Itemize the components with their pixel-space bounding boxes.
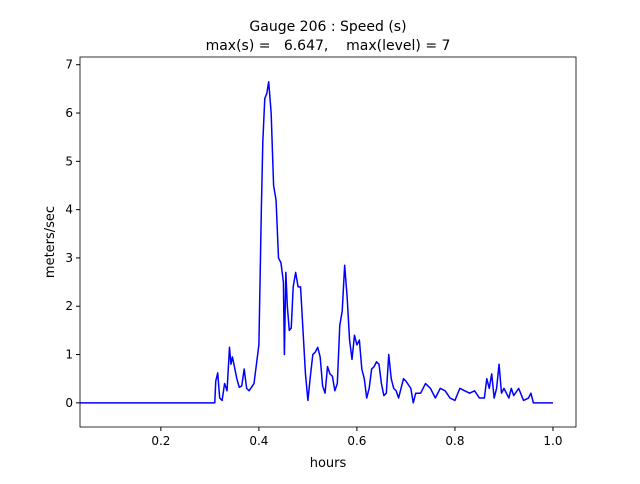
x-tick-label: 0.4 (249, 434, 268, 448)
chart-title: Gauge 206 : Speed (s) (249, 19, 406, 35)
y-tick-label: 6 (65, 106, 73, 120)
y-tick-label: 7 (65, 58, 73, 72)
x-tick-label: 0.8 (445, 434, 464, 448)
x-tick-label: 0.6 (347, 434, 366, 448)
y-tick-label: 0 (65, 396, 73, 410)
data-line (80, 81, 553, 404)
plot-frame (79, 56, 577, 428)
x-tick-label: 1.0 (543, 434, 562, 448)
y-axis-label: meters/sec (43, 206, 58, 278)
x-tick-label: 0.2 (151, 434, 170, 448)
y-tick-label: 1 (65, 348, 73, 362)
chart-subtitle: max(s) = 6.647, max(level) = 7 (206, 38, 451, 54)
y-tick-label: 4 (65, 203, 73, 217)
y-tick-label: 3 (65, 251, 73, 265)
y-tick-label: 2 (65, 299, 73, 313)
y-tick-label: 5 (65, 154, 73, 168)
x-axis-label: hours (310, 456, 347, 471)
